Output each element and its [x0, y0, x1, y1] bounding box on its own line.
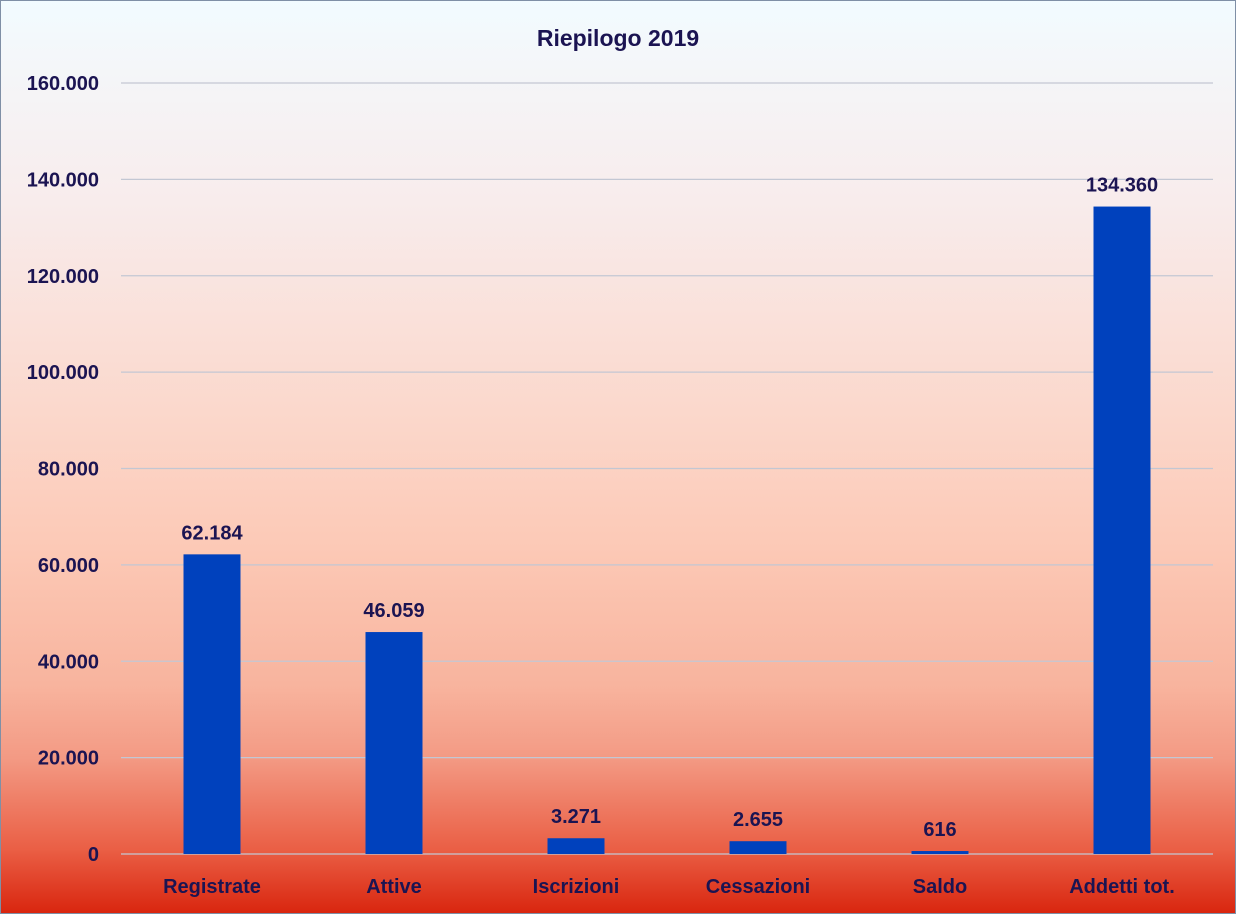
bar	[365, 632, 423, 854]
x-category-label: Addetti tot.	[1069, 876, 1175, 898]
x-category-label: Saldo	[913, 876, 967, 898]
bars	[183, 206, 1151, 855]
x-category-label: Cessazioni	[706, 876, 810, 898]
x-category-label: Registrate	[163, 876, 261, 898]
bar-value-label: 3.271	[551, 806, 601, 828]
x-category-label: Iscrizioni	[533, 876, 620, 898]
bar	[1093, 206, 1151, 855]
bar-value-label: 62.184	[181, 522, 243, 544]
y-tick-label: 0	[88, 844, 99, 866]
bar	[911, 851, 969, 854]
gridlines	[121, 82, 1213, 759]
bar-value-label: 46.059	[363, 600, 424, 622]
x-axis-categories: Registrate Attive Iscrizioni Cessazioni Sald…	[163, 876, 1175, 898]
x-category-label: Attive	[366, 876, 422, 898]
y-tick-label: 160.000	[27, 73, 99, 95]
bar-value-label: 616	[923, 819, 956, 841]
bar-value-label: 134.360	[1086, 175, 1158, 197]
y-tick-label: 100.000	[27, 362, 99, 384]
chart-title: Riepilogo 2019	[537, 25, 699, 51]
y-tick-label: 20.000	[38, 748, 99, 770]
bar-value-label: 2.655	[733, 809, 783, 831]
y-tick-label: 80.000	[38, 459, 99, 481]
bar	[729, 841, 787, 854]
y-tick-label: 60.000	[38, 555, 99, 577]
bar	[183, 554, 241, 854]
y-axis-ticks: 0 20.000 40.000 60.000 80.000 100.000 120.000 1…	[27, 73, 99, 866]
bar	[547, 838, 605, 854]
y-tick-label: 40.000	[38, 651, 99, 673]
value-labels: 62.184 46.059 3.271 2.655 616 134.360	[181, 175, 1158, 841]
y-tick-label: 120.000	[27, 266, 99, 288]
y-tick-label: 140.000	[27, 169, 99, 191]
